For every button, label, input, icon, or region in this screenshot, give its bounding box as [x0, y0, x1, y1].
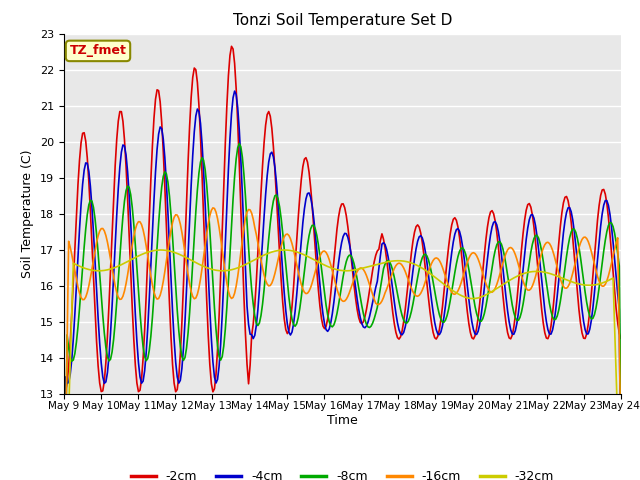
Y-axis label: Soil Temperature (C): Soil Temperature (C) [22, 149, 35, 278]
X-axis label: Time: Time [327, 414, 358, 427]
Text: TZ_fmet: TZ_fmet [70, 44, 127, 58]
Title: Tonzi Soil Temperature Set D: Tonzi Soil Temperature Set D [233, 13, 452, 28]
Legend: -2cm, -4cm, -8cm, -16cm, -32cm: -2cm, -4cm, -8cm, -16cm, -32cm [125, 465, 559, 480]
